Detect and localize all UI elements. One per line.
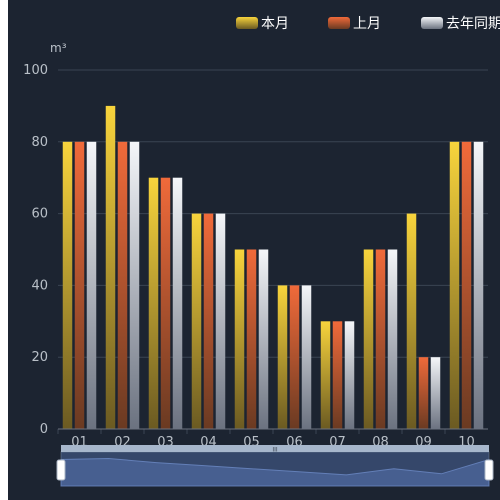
y-tick-label: 0: [40, 422, 48, 437]
bar-04-series-2[interactable]: [203, 213, 214, 429]
zoom-move-grip-label: III: [272, 447, 278, 454]
bar-04-series-1[interactable]: [191, 213, 202, 429]
bars: [62, 105, 484, 430]
bar-10-series-1[interactable]: [449, 141, 460, 430]
bar-08-series-2[interactable]: [375, 249, 386, 430]
bar-10-series-2[interactable]: [461, 141, 472, 430]
legend-swatch: [421, 17, 443, 29]
legend-label: 上月: [353, 16, 381, 32]
bar-05-series-2[interactable]: [246, 249, 257, 430]
bar-02-series-2[interactable]: [117, 141, 128, 430]
bar-07-series-1[interactable]: [320, 321, 331, 429]
bar-03-series-1[interactable]: [148, 177, 159, 429]
zoom-move-bar[interactable]: [61, 445, 489, 452]
legend[interactable]: 本月 上月 去年同期: [236, 16, 500, 32]
bar-10-series-3[interactable]: [473, 141, 484, 430]
bar-09-series-1[interactable]: [406, 213, 417, 429]
bar-08-series-1[interactable]: [363, 249, 374, 430]
y-tick-label: 60: [31, 207, 48, 222]
legend-item-2[interactable]: 上月: [328, 16, 381, 32]
bar-02-series-1[interactable]: [105, 105, 116, 430]
y-tick-label: 40: [31, 278, 48, 293]
bar-03-series-3[interactable]: [172, 177, 183, 429]
bar-04-series-3[interactable]: [215, 213, 226, 429]
legend-label: 本月: [261, 16, 289, 32]
legend-item-3[interactable]: 去年同期: [421, 16, 500, 32]
bar-02-series-3[interactable]: [129, 141, 140, 430]
zoom-selection[interactable]: [61, 452, 489, 486]
bar-06-series-3[interactable]: [301, 285, 312, 429]
y-tick-label: 80: [31, 135, 48, 150]
bar-07-series-2[interactable]: [332, 321, 343, 429]
y-axis-unit: m³: [50, 41, 67, 55]
bar-07-series-3[interactable]: [344, 321, 355, 429]
legend-swatch: [328, 17, 350, 29]
zoom-start-handle[interactable]: [56, 459, 66, 481]
bar-08-series-3[interactable]: [387, 249, 398, 430]
bar-03-series-2[interactable]: [160, 177, 171, 429]
legend-label: 去年同期: [446, 16, 500, 32]
legend-item-1[interactable]: 本月: [236, 16, 289, 32]
y-tick-label: 20: [31, 350, 48, 365]
bar-06-series-2[interactable]: [289, 285, 300, 429]
bar-05-series-1[interactable]: [234, 249, 245, 430]
bar-chart: m³ 020406080100 01 02 03 04 05 06 07 08 09 10 本月上…: [23, 16, 500, 487]
y-tick-label: 100: [23, 63, 48, 78]
zoom-end-handle[interactable]: [484, 459, 494, 481]
y-axis-ticks: 0 20 40 60 80 100: [23, 63, 48, 437]
legend-swatch: [236, 17, 258, 29]
bar-09-series-3[interactable]: [430, 357, 441, 429]
bar-01-series-2[interactable]: [74, 141, 85, 430]
data-zoom-slider[interactable]: III: [56, 445, 494, 487]
bar-06-series-1[interactable]: [277, 285, 288, 429]
bar-05-series-3[interactable]: [258, 249, 269, 430]
bar-01-series-3[interactable]: [86, 141, 97, 430]
bar-01-series-1[interactable]: [62, 141, 73, 430]
bar-09-series-2[interactable]: [418, 357, 429, 429]
chart-panel: m³ 0 20 40 60 80 100 01 02 03 04 05 06 07 08 09 10 本月上…: [8, 0, 500, 500]
